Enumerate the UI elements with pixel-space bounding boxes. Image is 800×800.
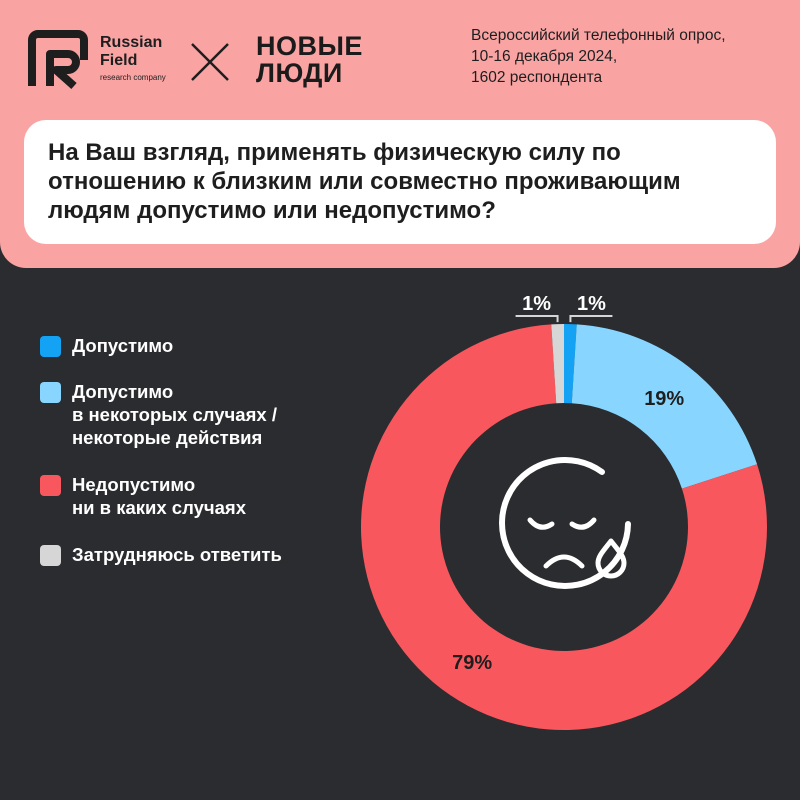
legend-item: Недопустимо ни в каких случаях bbox=[40, 473, 340, 519]
survey-line: 10-16 декабря 2024, bbox=[471, 48, 618, 65]
russian-field-logo-icon bbox=[28, 30, 88, 89]
legend-label: Затрудняюсь ответить bbox=[72, 544, 282, 565]
russian-field-subtitle: research company bbox=[100, 73, 166, 82]
collaboration-cross-icon bbox=[191, 43, 229, 81]
novye-lyudi-logo: НОВЫЕ ЛЮДИ bbox=[256, 31, 363, 88]
russian-field-name: Russian Field bbox=[100, 34, 163, 69]
donut-slices bbox=[361, 324, 767, 730]
chart-legend: Допустимо Допустимо в некоторых случаях … bbox=[40, 334, 340, 566]
label-leader-line bbox=[515, 315, 559, 323]
legend-item: Допустимо bbox=[40, 334, 340, 357]
legend-label: Допустимо в некоторых случаях / некоторы… bbox=[72, 381, 277, 448]
legend-swatch bbox=[40, 545, 61, 566]
donut-slice bbox=[564, 324, 577, 404]
header-banner: Russian Field research company НОВЫЕ ЛЮД… bbox=[0, 0, 800, 268]
data-label: 79% bbox=[452, 652, 492, 674]
russian-field-brand: Russian Field research company bbox=[100, 34, 190, 82]
data-label: 19% bbox=[644, 388, 684, 410]
question-box: На Ваш взгляд, применять физическую силу… bbox=[24, 120, 776, 244]
data-label: 1% bbox=[522, 293, 551, 315]
donut-slice bbox=[361, 324, 767, 730]
donut-slice bbox=[551, 324, 564, 404]
legend-swatch bbox=[40, 475, 61, 496]
survey-info: Всероссийский телефонный опрос, 10-16 де… bbox=[471, 25, 726, 88]
legend-label: Недопустимо ни в каких случаях bbox=[72, 474, 247, 518]
legend-swatch bbox=[40, 336, 61, 357]
donut-labels: 1% 19% 79% 1% bbox=[452, 293, 684, 674]
legend-swatch bbox=[40, 382, 61, 403]
survey-line: 1602 респондента bbox=[471, 69, 603, 86]
legend-item: Допустимо в некоторых случаях / некоторы… bbox=[40, 380, 340, 449]
survey-line: Всероссийский телефонный опрос, bbox=[471, 27, 726, 44]
label-leader-line bbox=[569, 315, 613, 323]
sad-face-tear-icon bbox=[499, 456, 631, 589]
donut-chart: 1% 19% 79% 1% bbox=[361, 293, 767, 730]
donut-slice bbox=[571, 324, 758, 489]
data-label: 1% bbox=[577, 293, 606, 315]
legend-label: Допустимо bbox=[72, 335, 174, 356]
question-text: На Ваш взгляд, применять физическую силу… bbox=[48, 139, 681, 224]
legend-item: Затрудняюсь ответить bbox=[40, 543, 340, 566]
